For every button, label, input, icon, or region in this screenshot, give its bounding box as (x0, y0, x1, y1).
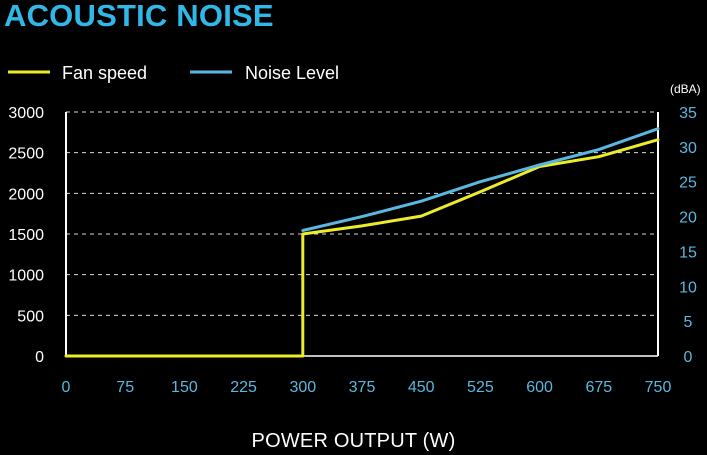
x-axis-title: POWER OUTPUT (W) (251, 430, 456, 452)
x-tick-label: 675 (585, 379, 612, 396)
chart-title: ACOUSTIC NOISE (4, 0, 274, 33)
left-y-axis-ticks: 0 500 1000 1500 2000 2500 3000 (8, 105, 44, 366)
x-tick-label: 0 (62, 379, 71, 396)
y2-tick-label: 20 (679, 210, 697, 227)
y2-tick-label: 30 (679, 140, 697, 157)
legend-label-fan-speed: Fan speed (62, 63, 147, 83)
x-tick-label: 300 (289, 379, 316, 396)
y2-tick-label: 5 (684, 314, 693, 331)
gridlines (66, 111, 658, 316)
x-tick-label: 750 (645, 379, 672, 396)
x-tick-label: 225 (230, 379, 257, 396)
legend: Fan speed Noise Level (8, 63, 339, 83)
y2-tick-label: 10 (679, 279, 697, 296)
right-y-axis-ticks: 0 5 10 15 20 25 30 35 (679, 105, 697, 366)
y-tick-label: 500 (17, 308, 44, 325)
right-axis-unit: (dBA) (670, 82, 701, 96)
x-tick-label: 75 (116, 379, 134, 396)
x-axis-ticks: 0 75 150 225 300 375 450 525 600 675 750 (62, 379, 672, 396)
y-tick-label: 2500 (8, 146, 44, 163)
x-tick-label: 600 (526, 379, 553, 396)
series-line-fan-speed (64, 138, 660, 358)
y2-tick-label: 25 (679, 175, 697, 192)
series-lines (64, 127, 660, 358)
x-tick-label: 150 (171, 379, 198, 396)
x-tick-label: 525 (467, 379, 494, 396)
y2-tick-label: 0 (684, 349, 693, 366)
y-tick-label: 1500 (8, 227, 44, 244)
y-tick-label: 1000 (8, 268, 44, 285)
y2-tick-label: 15 (679, 244, 697, 261)
x-tick-label: 375 (349, 379, 376, 396)
y-tick-label: 3000 (8, 105, 44, 122)
y-tick-label: 0 (35, 349, 44, 366)
y2-tick-label: 35 (679, 105, 697, 122)
y-tick-label: 2000 (8, 186, 44, 203)
series-line-noise-level (301, 127, 660, 232)
x-tick-label: 450 (408, 379, 435, 396)
legend-label-noise-level: Noise Level (245, 63, 339, 83)
